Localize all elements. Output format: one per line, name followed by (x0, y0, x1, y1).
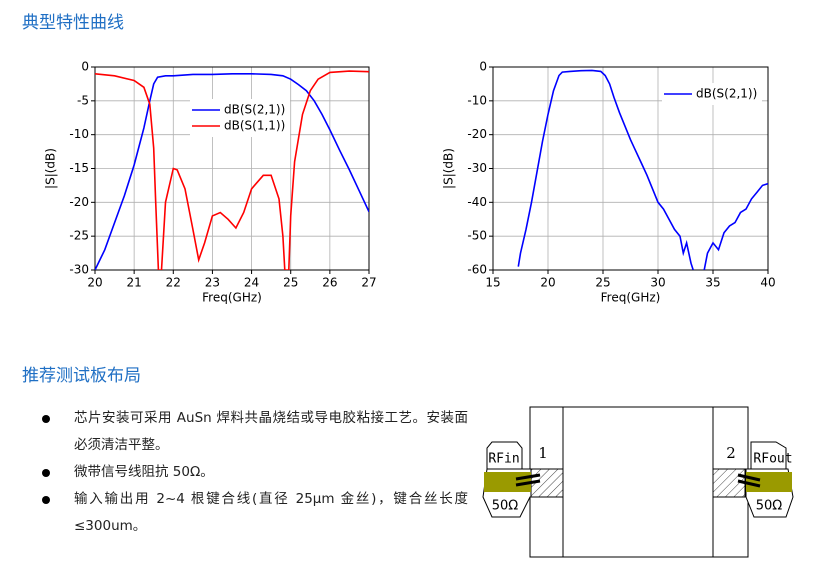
impedance-label: 50Ω (492, 499, 519, 514)
y-tick-label: -5 (77, 93, 89, 107)
port-number: 2 (726, 444, 736, 462)
legend-label: dB(S(1,1)) (224, 119, 285, 133)
x-tick-label: 23 (205, 276, 220, 290)
y-tick-label: -30 (467, 161, 487, 175)
y-tick-label: 0 (81, 60, 89, 74)
x-tick-label: 25 (595, 276, 610, 290)
y-tick-label: -50 (467, 229, 487, 243)
x-tick-label: 22 (166, 276, 181, 290)
x-axis-label: Freq(GHz) (202, 291, 262, 305)
legend-box (190, 99, 290, 137)
pad (712, 468, 746, 498)
connector (482, 468, 532, 518)
y-axis-label: |S|(dB) (442, 148, 456, 189)
x-tick-label: 15 (485, 276, 500, 290)
x-axis-label: Freq(GHz) (601, 291, 661, 305)
bullet: 输入输出用 2~4 根键合线(直径 25μm 金丝)，键合丝长度≤300um。 (38, 486, 468, 540)
x-tick-label: 30 (650, 276, 665, 290)
data-line (517, 69, 768, 270)
x-tick-label: 25 (283, 276, 298, 290)
x-tick-label: 40 (760, 276, 775, 290)
x-tick-label: 20 (540, 276, 555, 290)
port-label: RFin (488, 452, 519, 467)
section-title: 典型特性曲线 (22, 13, 124, 33)
y-tick-label: -10 (467, 93, 487, 107)
bond-wire (737, 473, 761, 488)
bullet-list: 芯片安装可采用 AuSn 焊料共晶烧结或导电胶粘接工艺。安装面必须清洁平整。 微… (38, 405, 468, 540)
port-number: 1 (538, 444, 548, 462)
pad (530, 468, 564, 498)
bullet: 微带信号线阻抗 50Ω。 (38, 459, 468, 486)
y-tick-label: 0 (479, 60, 487, 74)
microstrip (746, 472, 792, 492)
bullet: 芯片安装可采用 AuSn 焊料共晶烧结或导电胶粘接工艺。安装面必须清洁平整。 (38, 405, 468, 459)
data-line (95, 73, 369, 270)
legend-label: dB(S(2,1)) (224, 103, 285, 117)
microstrip (484, 472, 531, 492)
y-tick-label: -15 (69, 161, 89, 175)
board (529, 406, 749, 558)
y-tick-label: -30 (69, 263, 89, 277)
y-tick-label: -40 (467, 195, 487, 209)
legend-box (662, 83, 762, 105)
y-tick-label: -60 (467, 263, 487, 277)
y-axis-label: |S|(dB) (44, 148, 58, 189)
y-tick-label: -20 (467, 127, 487, 141)
y-tick-label: -20 (69, 195, 89, 209)
data-line (95, 70, 369, 270)
y-tick-label: -10 (69, 127, 89, 141)
bond-wire (515, 473, 541, 487)
connector (750, 441, 787, 470)
x-tick-label: 21 (127, 276, 142, 290)
x-tick-label: 24 (244, 276, 259, 290)
y-tick-label: -25 (69, 229, 89, 243)
impedance-label: 50Ω (756, 499, 783, 514)
plot-frame (492, 66, 769, 271)
x-tick-label: 27 (361, 276, 376, 290)
connector (486, 441, 523, 470)
connector (745, 468, 794, 518)
x-tick-label: 35 (705, 276, 720, 290)
port-label: RFout (753, 452, 792, 467)
section-title: 推荐测试板布局 (22, 366, 141, 386)
legend-label: dB(S(2,1)) (696, 87, 757, 101)
layout-diagram (482, 406, 794, 558)
x-tick-label: 20 (87, 276, 102, 290)
plot-frame (94, 66, 370, 271)
x-tick-label: 26 (322, 276, 337, 290)
